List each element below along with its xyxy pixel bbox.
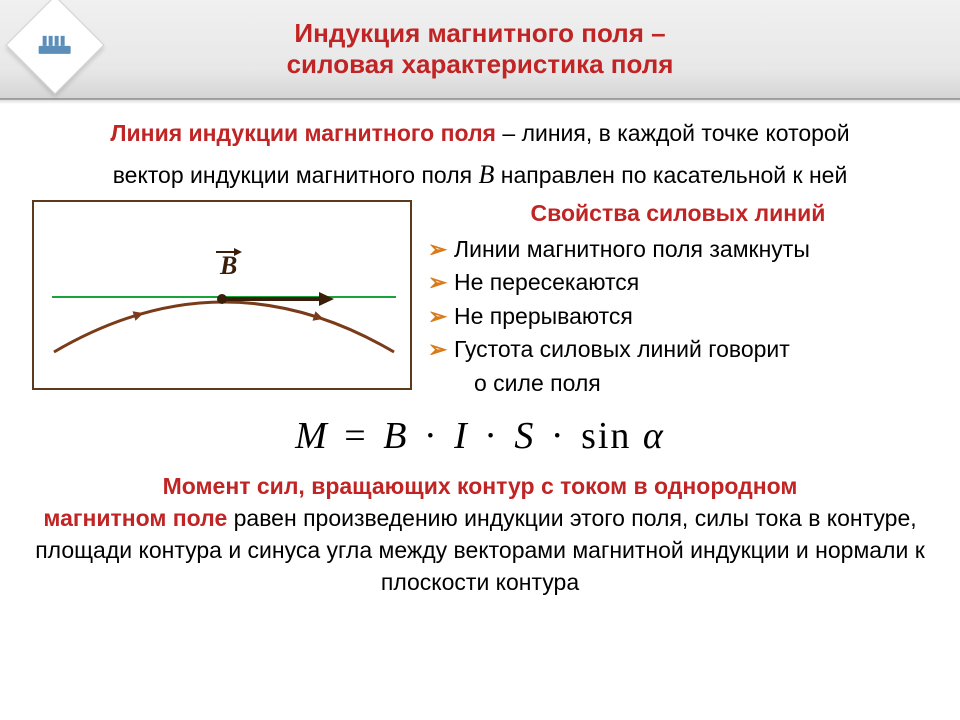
formula-alpha: α (643, 415, 665, 457)
field-curve (54, 302, 394, 352)
formula-eq: = (344, 415, 367, 457)
formula-dot2: · (484, 415, 499, 457)
formula-dot1: · (424, 415, 439, 457)
formula-sin: sin (581, 415, 631, 457)
property-item: Не пересекаются (428, 266, 928, 299)
b-vector-head (319, 292, 334, 306)
field-line-diagram: B (32, 200, 412, 390)
definition-rest1: линия, в каждой точке которой (522, 120, 850, 146)
property-item: Не прерываются (428, 300, 928, 333)
logo-icon (37, 32, 73, 59)
properties-title: Свойства силовых линий (428, 200, 928, 227)
formula-M: M (295, 415, 329, 457)
properties-block: Свойства силовых линий Линии магнитного … (428, 200, 928, 400)
definition-para: Линия индукции магнитного поля – линия, … (32, 118, 928, 149)
properties-list: Линии магнитного поля замкнуты Не пересе… (428, 233, 928, 366)
definition-term: Линия индукции магнитного поля (110, 120, 496, 146)
property-item: Густота силовых линий говорит (428, 333, 928, 366)
property-item: Линии магнитного поля замкнуты (428, 233, 928, 266)
formula-B: B (383, 415, 408, 457)
property-item-cont: о силе поля (428, 367, 928, 400)
moment-formula: M = B · I · S · sin α (32, 414, 928, 458)
two-column-row: B Свойства силовых линий Линии магнитног… (32, 200, 928, 400)
definition-rest2b: направлен по касательной к ней (501, 162, 848, 188)
formula-dot3: · (551, 415, 566, 457)
formula-S: S (514, 415, 535, 457)
moment-red2: магнитном поле (43, 505, 227, 531)
title-line-1: Индукция магнитного поля – (287, 18, 674, 49)
definition-para-2: вектор индукции магнитного поля B направ… (32, 157, 928, 192)
b-symbol: B (478, 160, 494, 189)
definition-dash: – (496, 120, 522, 146)
logo-badge (6, 0, 105, 94)
formula-I: I (454, 415, 469, 457)
slide-header: Индукция магнитного поля – силовая харак… (0, 0, 960, 100)
slide-content: Линия индукции магнитного поля – линия, … (0, 100, 960, 599)
definition-rest2a: вектор индукции магнитного поля (113, 162, 479, 188)
title-line-2: силовая характеристика поля (287, 49, 674, 80)
slide-title: Индукция магнитного поля – силовая харак… (287, 18, 674, 80)
moment-red1: Момент сил, вращающих контур с током в о… (163, 473, 798, 499)
moment-description: Момент сил, вращающих контур с током в о… (32, 470, 928, 599)
